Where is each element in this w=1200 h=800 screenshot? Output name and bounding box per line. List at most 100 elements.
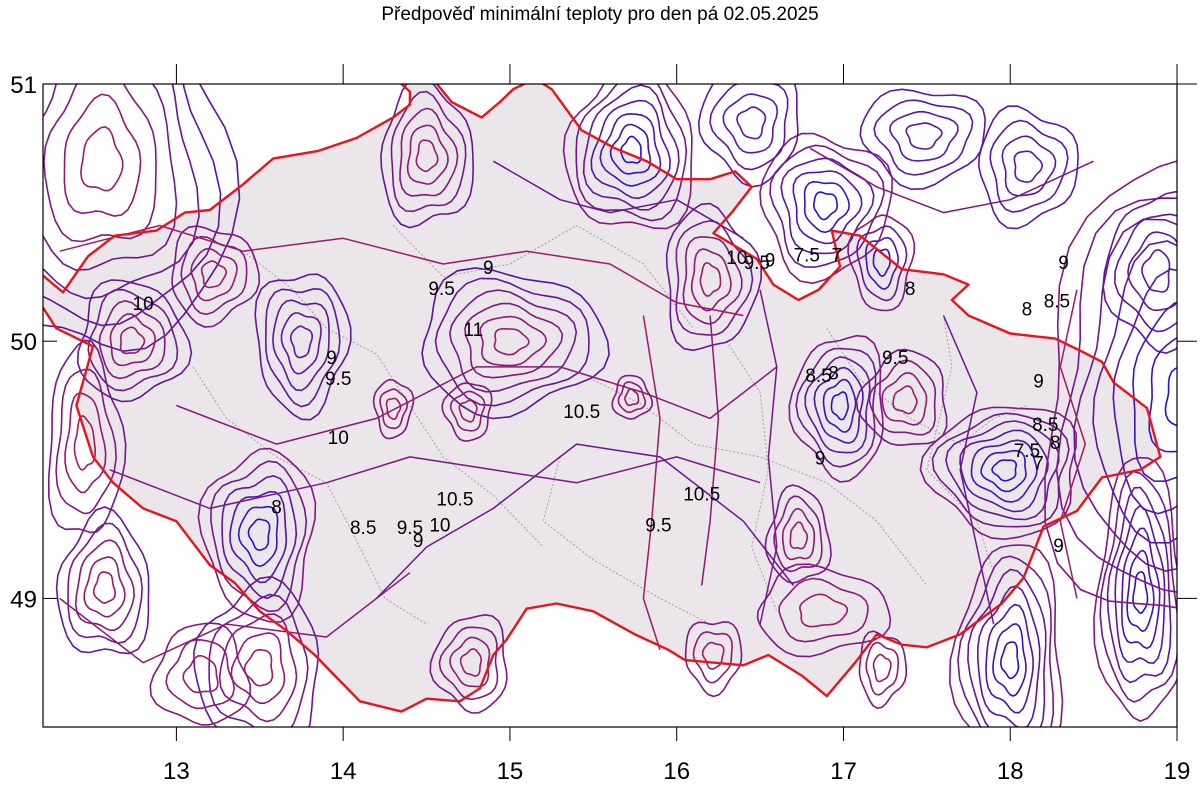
isotherm [289,325,314,359]
isotherm [280,312,322,375]
x-tick-label: 17 [830,758,857,785]
isotherm [976,585,1041,727]
x-tick-label: 18 [997,758,1024,785]
isotherm [171,225,261,328]
district-line [826,328,1028,445]
x-tick-label: 16 [663,758,690,785]
isotherm-label: 8.5 [350,518,376,539]
isotherm [865,641,900,696]
isotherm [441,382,493,442]
isotherm-label: 10.5 [563,402,600,423]
isotherm [562,84,693,230]
isotherm [575,84,688,222]
isotherm [599,113,662,187]
isotherm [977,105,1079,230]
isotherm [458,399,478,423]
isotherm [759,289,778,625]
isotherm [80,126,124,192]
plot-frame [42,83,1178,728]
isotherm-label: 9 [815,449,826,470]
isotherm [492,160,744,239]
isotherm [190,247,238,302]
isotherm [822,378,857,433]
isotherm [889,110,959,162]
isotherm-label: 8 [905,279,916,300]
district-line [593,379,928,586]
isotherm [415,139,439,173]
isotherm [208,593,309,727]
isotherm-label: 9 [326,348,337,369]
isotherm-label: 9 [1033,371,1044,392]
isotherm-label: 10 [328,428,349,449]
isotherm [230,632,286,704]
isotherm [700,315,720,586]
border-line [43,84,1162,713]
isotherm [665,202,763,352]
isotherm [980,449,1027,493]
isotherm-label: 10.5 [683,485,720,506]
isotherm-label: 8 [271,497,282,518]
isotherm [847,214,916,312]
isotherm [43,84,241,353]
isotherm [948,544,1064,727]
isotherm [684,621,743,698]
isotherm [967,568,1047,727]
isotherm [864,236,899,290]
x-tick-label: 19 [1164,758,1191,785]
isotherm [957,555,1055,727]
isotherm [459,648,483,677]
isotherm [1164,367,1177,427]
isotherm [272,299,330,392]
isotherm [799,593,848,628]
isotherm [221,474,298,600]
isotherm [992,623,1027,697]
isotherm [788,334,884,483]
isotherm [803,180,851,234]
isotherm [63,93,142,217]
isotherm-label: 9.5 [397,518,423,539]
isotherm [855,348,948,447]
isotherm [697,84,799,188]
axes: 13 14 15 16 17 18 19 51 50 49 [10,64,1197,785]
isotherm [642,315,661,651]
isotherm [699,262,722,297]
district-line [926,315,995,573]
isotherm [247,518,271,551]
isotherm-label: 10 [726,248,747,269]
isotherm [881,372,928,426]
isotherm [379,388,409,429]
isotherm [682,236,743,325]
isotherm [804,356,871,454]
isotherm [1092,240,1177,544]
map-title: Předpověď minimální teploty pro den pá 0… [381,4,819,25]
isotherm [218,613,298,723]
isotherm [905,122,943,150]
isotherm-label: 8.5 [1044,292,1070,313]
isotherm [970,439,1038,503]
isotherm-label: 9.5 [428,279,454,300]
isotherm [991,459,1018,482]
isotherm [795,347,877,468]
isotherm [1132,571,1149,615]
isotherm [856,225,908,302]
district-line [542,456,711,625]
isotherm-label: 11 [463,320,483,341]
isotherm [609,123,652,175]
isotherm [67,522,143,644]
isotherm [1114,504,1166,665]
isotherm [942,315,995,625]
isotherm-label: 9 [483,258,494,279]
isotherm [406,124,449,185]
isotherm [43,84,222,327]
isotherm-label: 7.5 [794,245,820,266]
isotherm [1127,231,1177,312]
isotherm [999,641,1020,680]
isotherm [945,420,1060,521]
isotherm [59,224,744,317]
isotherm [692,631,733,684]
isotherm [372,378,415,440]
isotherm-label: 7 [1033,454,1044,475]
isotherm [759,132,893,285]
isotherm-label: 10.5 [436,490,473,511]
isotherm [1102,190,1177,355]
